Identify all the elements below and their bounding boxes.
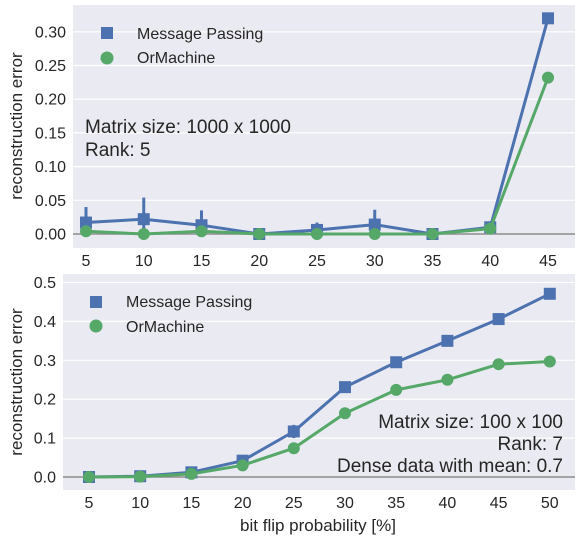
x-tick-label: 30 [336,495,354,512]
data-point-ormachine [390,383,403,396]
data-point-message-passing [441,334,454,347]
top-panel: 0.00 0.05 0.10 0.15 0.20 0.25 0.30 5 10 15 20 25 30… [7,5,575,270]
top-series-layer [80,12,554,240]
y-tick-label: 0.30 [35,24,66,41]
data-point-message-passing [543,287,556,300]
data-point-ormachine [137,228,150,240]
y-tick-label: 0.25 [35,58,66,75]
data-point-message-passing [390,356,403,369]
x-tick-label: 35 [424,253,442,270]
x-tick-label: 45 [490,495,508,512]
y-tick-label: 0.4 [34,314,56,331]
legend-label-message-passing: Message Passing [126,294,252,311]
data-point-ormachine [80,225,92,238]
y-tick-label: 0.15 [35,125,66,142]
bottom-annotation-matrix-size: Matrix size: 100 x 100 [378,412,563,433]
bottom-legend: Message Passing OrMachine [89,294,252,336]
data-point-ormachine [287,442,300,455]
x-tick-label: 20 [250,253,268,270]
x-tick-label: 45 [539,253,557,270]
data-point-message-passing [492,313,505,326]
y-tick-label: 0.3 [34,353,56,370]
y-tick-label: 0.5 [34,275,56,292]
y-tick-label: 0.2 [34,392,56,409]
x-tick-label: 35 [387,495,405,512]
top-plot-background [73,5,575,248]
data-point-ormachine [195,225,208,238]
data-point-ormachine [441,373,454,386]
x-tick-label: 20 [234,495,252,512]
bottom-x-axis-label: bit flip probability [%] [240,516,396,535]
top-legend: Message Passing OrMachine [100,26,263,67]
bottom-annotation-dense-data: Dense data with mean: 0.7 [337,456,563,477]
legend-marker-message-passing [101,27,113,39]
data-point-ormachine [83,471,95,483]
legend-marker-ormachine [100,51,114,65]
data-point-ormachine [134,470,147,483]
y-tick-label: 0.05 [35,193,66,210]
legend-marker-ormachine [89,319,103,333]
y-tick-label: 0.10 [35,159,66,176]
data-point-ormachine [368,228,381,240]
data-point-ormachine [426,228,439,240]
x-tick-label: 5 [82,253,91,270]
data-point-ormachine [492,358,505,371]
y-tick-label: 0.20 [35,92,66,109]
data-point-message-passing [80,216,92,229]
bottom-plot-background [63,274,575,490]
x-tick-label: 15 [193,253,211,270]
data-point-message-passing [339,381,351,394]
series-line-ormachine [88,360,550,479]
x-tick-label: 5 [85,495,94,512]
data-point-ormachine [339,407,351,420]
bottom-y-axis-label: reconstruction error [7,308,26,456]
data-point-ormachine [542,71,554,84]
x-tick-label: 15 [183,495,201,512]
data-point-message-passing [137,213,150,226]
bottom-panel: 0.0 0.1 0.2 0.3 0.4 0.5 5 10 15 20 25 30 35 40 45 50 r… [7,274,575,535]
data-point-message-passing [368,218,381,231]
top-y-axis-label: reconstruction error [7,52,26,200]
y-tick-label: 0.00 [35,227,66,244]
x-tick-label: 40 [481,253,499,270]
top-annotation-rank: Rank: 5 [85,140,150,161]
data-point-message-passing [542,12,554,25]
data-point-ormachine [185,467,198,480]
data-point-ormachine [236,459,249,472]
data-point-ormachine [484,222,497,235]
data-point-ormachine [543,355,556,368]
data-point-message-passing [287,425,300,438]
x-tick-label: 40 [439,495,457,512]
x-tick-label: 10 [131,495,149,512]
bottom-x-tick-labels: 5 10 15 20 25 30 35 40 45 50 [85,495,559,512]
x-tick-label: 50 [541,495,559,512]
x-tick-label: 25 [308,253,326,270]
legend-label-message-passing: Message Passing [137,26,263,43]
bottom-series-layer [83,287,556,483]
y-tick-label: 0.0 [34,470,56,487]
data-point-ormachine [253,228,266,240]
legend-marker-message-passing [90,296,102,308]
y-tick-label: 0.1 [34,431,56,448]
legend-label-ormachine: OrMachine [126,319,204,336]
top-annotation-matrix-size: Matrix size: 1000 x 1000 [85,117,291,138]
top-gridlines [73,31,575,201]
x-tick-label: 10 [135,253,153,270]
top-x-tick-labels: 5 10 15 20 25 30 35 40 45 [82,253,557,270]
data-point-ormachine [311,228,323,240]
top-y-tick-labels: 0.00 0.05 0.10 0.15 0.20 0.25 0.30 [35,24,66,243]
bottom-annotation-rank: Rank: 7 [498,434,563,455]
x-tick-label: 25 [285,495,303,512]
x-tick-label: 30 [366,253,384,270]
legend-label-ormachine: OrMachine [137,50,215,67]
bottom-y-tick-labels: 0.0 0.1 0.2 0.3 0.4 0.5 [34,275,56,487]
